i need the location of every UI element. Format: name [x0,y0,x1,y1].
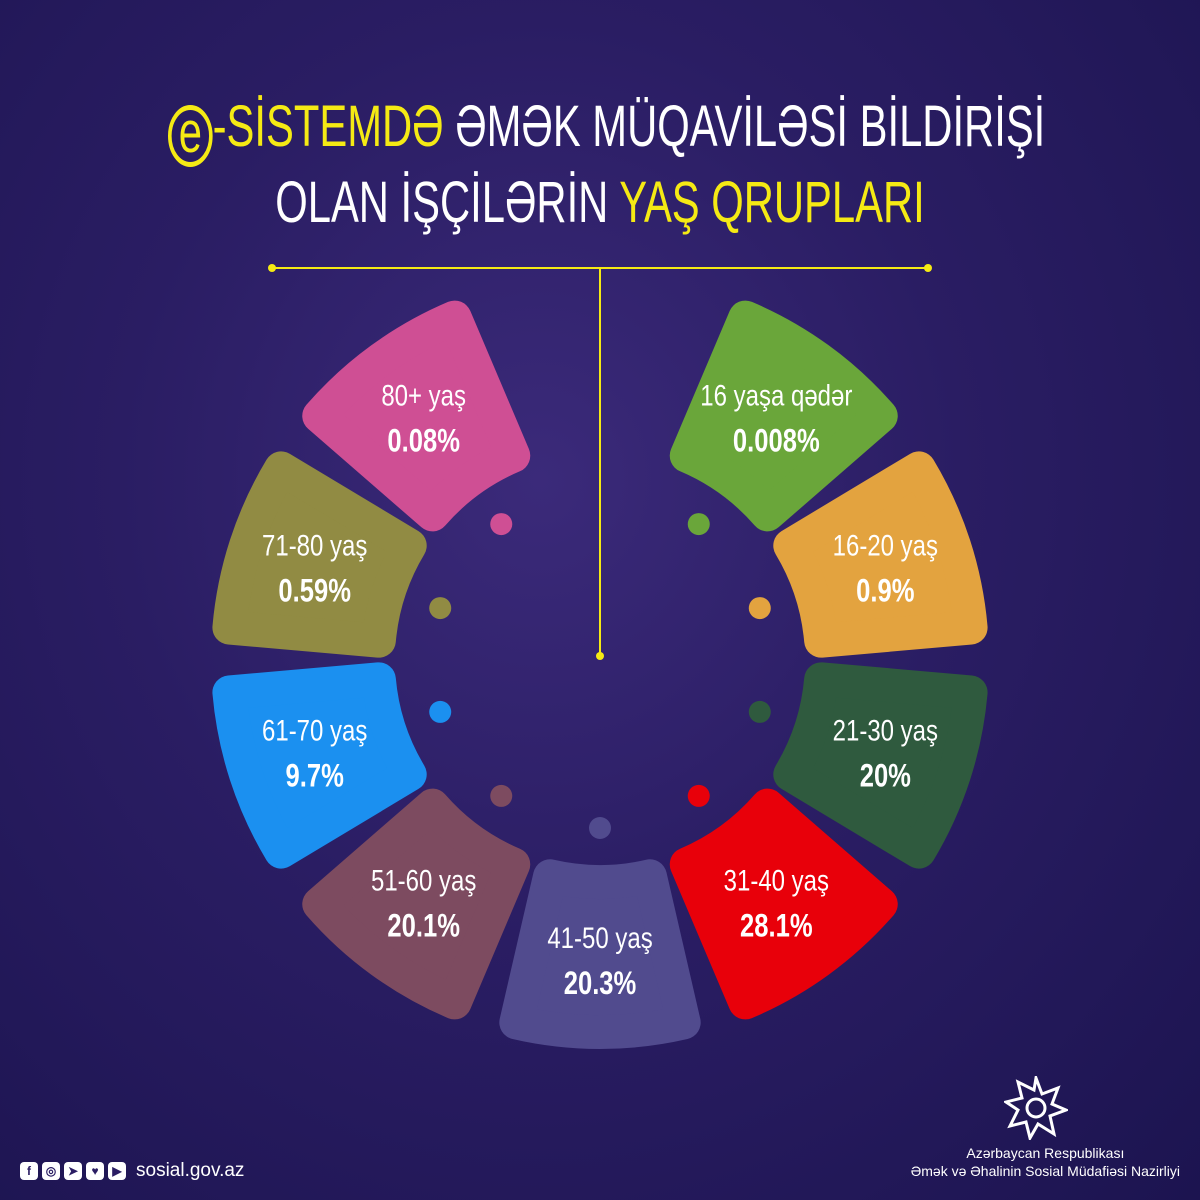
value-label: 28.1% [740,909,813,944]
value-label: 20% [860,759,911,794]
category-label: 41-50 yaş [547,920,652,954]
youtube-icon[interactable]: ▶ [108,1162,126,1180]
segment-dot [429,700,452,723]
segment-0 [669,300,898,532]
segment-6 [212,662,427,869]
segment-5 [302,788,531,1020]
value-label: 20.1% [387,909,460,944]
instagram-icon[interactable]: ◎ [42,1162,60,1180]
connector-dot [596,652,604,660]
segment-dot [490,784,513,807]
value-label: 0.9% [856,574,914,609]
connector-dot [268,264,276,272]
value-label: 0.59% [278,574,351,609]
category-label: 16 yaşa qədər [700,378,852,412]
title-highlight: YAŞ QRUPLARI [619,170,925,235]
segment-1 [773,451,988,658]
value-label: 0.08% [387,424,460,459]
segment-dot [748,700,771,723]
e-system-logo-icon: e [167,104,213,167]
segment-dot [490,513,513,536]
twitter-icon[interactable]: ♥ [86,1162,104,1180]
ministry-name: Azərbaycan Respublikası Əmək və Əhalinin… [911,1144,1180,1180]
segment-dot [687,784,710,807]
title-text: ƏMƏK MÜQAVİLƏSİ BİLDİRİŞİ [443,94,1046,159]
segment-dot [429,597,452,620]
category-label: 80+ yaş [381,378,466,412]
ministry-line-1: Azərbaycan Respublikası [966,1145,1125,1161]
website-link[interactable]: sosial.gov.az [136,1160,245,1181]
category-label: 21-30 yaş [833,713,938,747]
ministry-logo-icon [1004,1076,1068,1140]
facebook-icon[interactable]: f [20,1162,38,1180]
social-bar: f ◎ ➤ ♥ ▶ sosial.gov.az [20,1160,244,1182]
category-label: 61-70 yaş [262,713,367,747]
segment-dot [589,817,611,839]
category-label: 16-20 yaş [833,528,938,562]
segment-8 [302,300,531,532]
segment-dot [687,513,710,536]
telegram-icon[interactable]: ➤ [64,1162,82,1180]
category-label: 31-40 yaş [724,863,829,897]
segment-7 [212,451,427,658]
segment-dot [748,597,771,620]
category-label: 71-80 yaş [262,528,367,562]
segment-2 [773,662,988,869]
value-label: 9.7% [286,759,344,794]
connector-dot [924,264,932,272]
segment-3 [669,788,898,1020]
ministry-line-2: Əmək və Əhalinin Sosial Müdafiəsi Nazirl… [910,1163,1180,1179]
title-line-2: OLAN İŞÇİLƏRİN YAŞ QRUPLARI [168,168,1032,238]
value-label: 20.3% [564,966,637,1001]
title-highlight: -SİSTEMDƏ [212,94,444,159]
segment-4 [499,859,701,1049]
value-label: 0.008% [733,424,820,459]
category-label: 51-60 yaş [371,863,476,897]
title-line-1: e -SİSTEMDƏ ƏMƏK MÜQAVİLƏSİ BİLDİRİŞİ [167,92,1045,167]
title-text: OLAN İŞÇİLƏRİN [275,170,620,235]
